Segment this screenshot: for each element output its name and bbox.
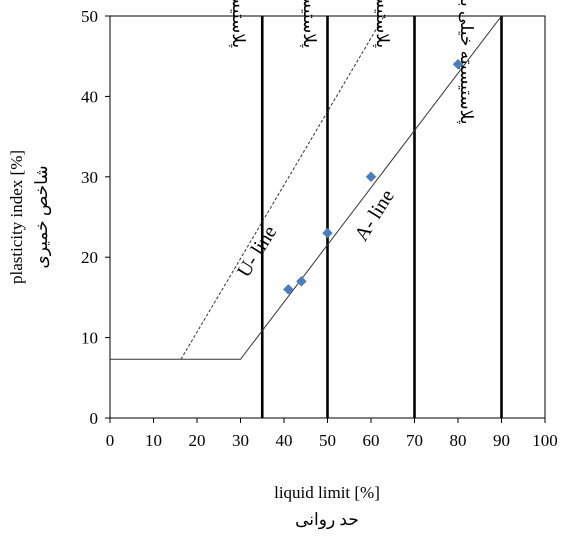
x-tick-label: 20 xyxy=(189,431,206,450)
y-axis-label-fa: شاخص خمیری xyxy=(32,165,52,268)
x-tick-label: 70 xyxy=(406,431,423,450)
y-tick-label: 30 xyxy=(81,168,98,187)
x-tick-label: 30 xyxy=(232,431,249,450)
a-line xyxy=(110,16,502,360)
x-axis-label-fa: حد روانی xyxy=(295,510,359,530)
data-point xyxy=(296,275,307,287)
u-line-label: U- line xyxy=(233,222,281,281)
y-tick-label: 0 xyxy=(90,409,99,428)
zone-label: پلاستیسیته خیلی بالا xyxy=(456,0,476,125)
y-axis-ticks: 0 10 20 30 40 50 xyxy=(81,7,110,428)
zone-label: پلاستیسیته بالا xyxy=(372,0,392,48)
data-point xyxy=(365,171,377,183)
x-axis-ticks: 0 10 20 30 40 50 60 70 80 90 100 xyxy=(106,418,558,450)
y-tick-label: 40 xyxy=(81,87,98,106)
x-axis-label: liquid limit [%] xyxy=(274,483,380,502)
x-tick-label: 100 xyxy=(532,431,558,450)
x-tick-label: 0 xyxy=(106,431,115,450)
data-point xyxy=(322,227,333,239)
zone-label: پلاستیسیته متوسط xyxy=(299,0,319,48)
x-tick-label: 60 xyxy=(363,431,380,450)
plot-area: A- line U- line پلاستیسیته کم پلاستیسیته مت… xyxy=(109,0,546,419)
x-tick-label: 50 xyxy=(319,431,336,450)
zone-label: پلاستیسیته کم xyxy=(228,0,248,48)
x-tick-label: 10 xyxy=(145,431,162,450)
y-axis-label: plasticity index [%] xyxy=(7,150,26,284)
y-tick-label: 10 xyxy=(81,329,98,348)
x-tick-label: 40 xyxy=(276,431,293,450)
x-tick-label: 80 xyxy=(450,431,467,450)
a-line-label: A- line xyxy=(350,186,398,245)
y-tick-label: 50 xyxy=(81,7,98,26)
data-point xyxy=(282,284,294,295)
x-tick-label: 90 xyxy=(493,431,510,450)
data-point xyxy=(452,58,464,70)
u-line xyxy=(180,16,385,360)
y-tick-label: 20 xyxy=(81,248,98,267)
